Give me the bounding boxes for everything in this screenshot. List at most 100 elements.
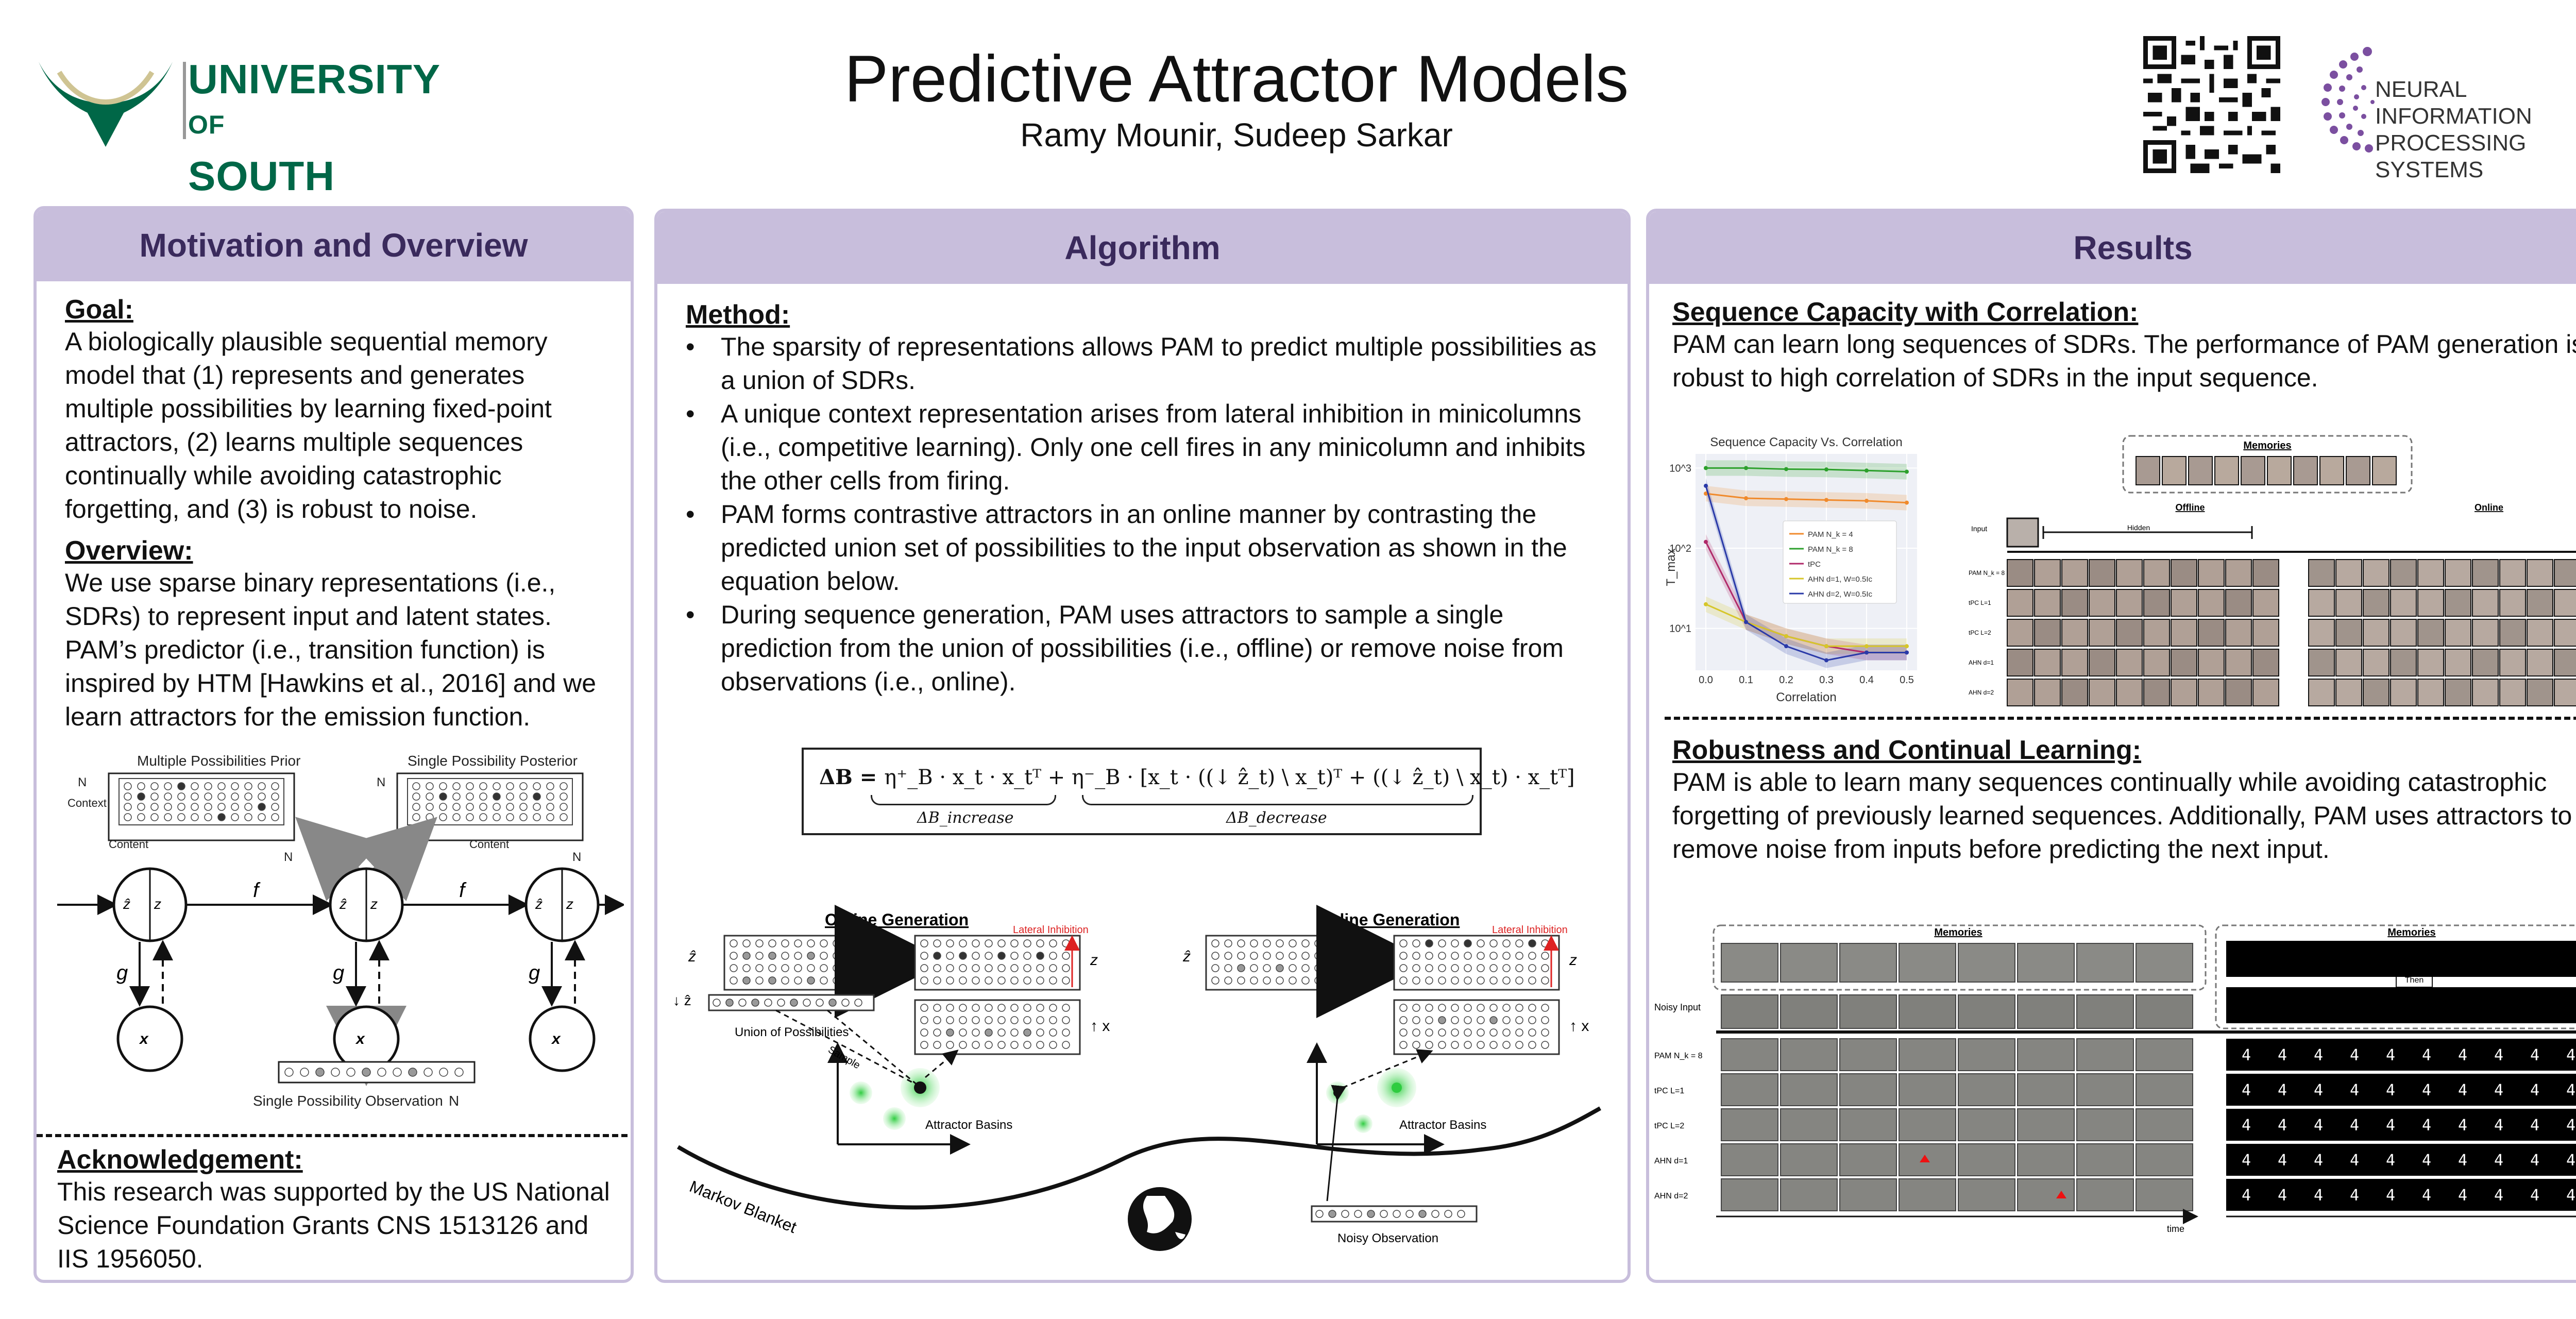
capacity-label: Sequence Capacity with Correlation:	[1672, 297, 2139, 327]
sdr-cell	[1528, 939, 1536, 948]
sdr-cell	[506, 792, 514, 801]
neurips-line1: NEURAL INFORMATION	[2375, 77, 2532, 129]
sdr-cell	[244, 813, 252, 821]
robust-thumb	[1958, 1178, 2015, 1211]
sdr-cell	[1250, 939, 1258, 948]
memory-thumb	[2188, 456, 2213, 485]
digit-glyph: 4	[2278, 1187, 2287, 1205]
sdr-cell	[506, 782, 514, 790]
offline-thumb	[2089, 679, 2115, 706]
sdr-cell	[833, 976, 841, 985]
sdr-cell	[1438, 964, 1446, 972]
algorithm-panel: Algorithm Method: The sparsity of repres…	[654, 209, 1631, 1283]
sdr-cell	[1451, 939, 1459, 948]
sdr-cell	[1425, 1028, 1433, 1037]
capacity-text: PAM can learn long sequences of SDRs. Th…	[1672, 330, 2576, 392]
sdr-cell	[204, 813, 212, 821]
sdr-cell	[1010, 1016, 1019, 1024]
sdr-cell	[1250, 976, 1258, 985]
sdr-cell	[439, 1068, 448, 1077]
sdr-cell	[426, 803, 434, 811]
svg-text:z: z	[1569, 952, 1577, 969]
sdr-cell	[1354, 1210, 1362, 1218]
sdr-cell	[854, 999, 862, 1007]
sdr-cell	[1541, 952, 1549, 960]
sdr-cell	[1036, 1028, 1044, 1037]
sdr-cell	[1399, 1028, 1408, 1037]
digit-glyph: 4	[2314, 1187, 2323, 1205]
sdr-cell	[177, 813, 185, 821]
sdr-cell	[755, 952, 764, 960]
sdr-cell	[1237, 976, 1245, 985]
sdr-cell	[533, 813, 541, 821]
robust-thumb	[1721, 1143, 1778, 1176]
robust-label: Robustness and Continual Learning:	[1672, 735, 2142, 765]
sdr-cell	[1438, 1028, 1446, 1037]
digit-glyph: 4	[2314, 1117, 2323, 1135]
digit-glyph: 4	[2242, 1117, 2251, 1135]
sdr-cell	[1301, 952, 1310, 960]
robust-thumb	[1721, 1073, 1778, 1106]
sdr-cell	[244, 803, 252, 811]
robust-thumb	[1721, 1108, 1778, 1141]
robust-thumb	[2136, 1178, 2193, 1211]
sdr-cell	[439, 782, 447, 790]
offline-thumb	[2116, 679, 2143, 706]
offline-label: Offline	[2176, 502, 2205, 513]
offline-thumb	[2143, 589, 2170, 617]
sdr-cell	[1010, 976, 1019, 985]
chart-xtick-label: 0.4	[1859, 674, 1874, 686]
chart-point	[1704, 539, 1708, 544]
sdr-cell	[959, 1004, 967, 1012]
robust-thumb	[2017, 1143, 2075, 1176]
online-title: Online Generation	[1317, 910, 1460, 929]
sdr-cell	[920, 952, 928, 960]
sdr-cell	[1489, 939, 1498, 948]
qr-code-icon[interactable]	[2143, 36, 2280, 173]
offline-thumb	[2007, 649, 2033, 677]
sdr-cell	[764, 999, 772, 1007]
sdr-cell	[271, 803, 279, 811]
robust-thumb	[1839, 1073, 1897, 1106]
offline-thumb	[2143, 649, 2170, 677]
sdr-cell	[1049, 1004, 1057, 1012]
sdr-cell	[1438, 1041, 1446, 1049]
sdr-cell	[164, 792, 172, 801]
sdr-cell	[1528, 952, 1536, 960]
sdr-cell	[1010, 939, 1019, 948]
sdr-cell	[258, 813, 266, 821]
noisy-input-thumb	[2017, 994, 2075, 1029]
sdr-cell	[1412, 976, 1420, 985]
robust-text: PAM is able to learn many sequences cont…	[1672, 768, 2572, 864]
sdr-cell	[1451, 1004, 1459, 1012]
offline-thumb	[2225, 649, 2252, 677]
robust-thumb	[2076, 1038, 2134, 1071]
sdr-cell	[412, 803, 420, 811]
sdr-cell	[1062, 939, 1070, 948]
sdr-cell	[1237, 939, 1245, 948]
online-thumb	[2308, 649, 2335, 677]
chart-title: Sequence Capacity Vs. Correlation	[1710, 435, 1903, 449]
sdr-cell	[244, 792, 252, 801]
sdr-cell	[560, 782, 568, 790]
digit-glyph: 4	[2386, 1081, 2395, 1100]
posterior-grid	[412, 782, 568, 821]
chart-xlabel: Correlation	[1776, 690, 1836, 704]
sdr-cell	[439, 792, 447, 801]
sdr-cell	[1425, 952, 1433, 960]
digit-glyph: 4	[2458, 1046, 2467, 1064]
robust-thumb	[1899, 1038, 1956, 1071]
sdr-cell	[1502, 1041, 1511, 1049]
sdr-cell	[1515, 976, 1523, 985]
svg-text:↓ ẑ: ↓ ẑ	[673, 992, 691, 1008]
sdr-cell	[1541, 939, 1549, 948]
sdr-cell	[137, 803, 145, 811]
memory-thumb	[2267, 456, 2292, 485]
sdr-cell	[807, 939, 815, 948]
offline-thumb	[2198, 589, 2225, 617]
sdr-cell	[124, 813, 132, 821]
sdr-cell	[1515, 952, 1523, 960]
svg-text:↑ x: ↑ x	[1569, 1018, 1589, 1035]
sdr-cell	[1399, 976, 1408, 985]
chart-point	[1905, 644, 1909, 649]
